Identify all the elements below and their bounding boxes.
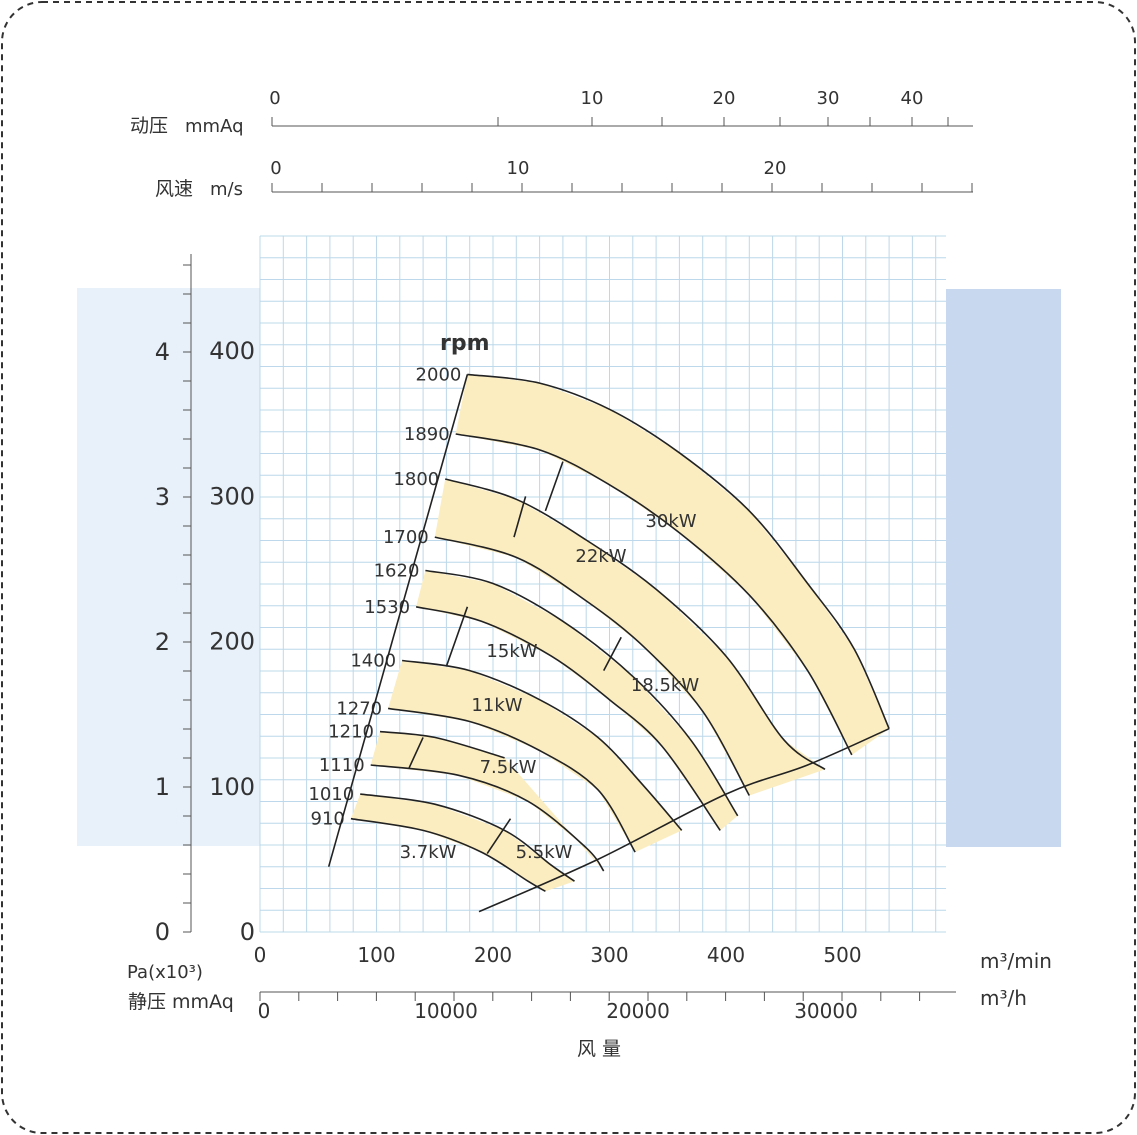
power-label: 7.5kW: [480, 757, 537, 778]
left-panel: [77, 288, 260, 846]
power-band: [455, 374, 890, 755]
dyn-pressure-unit: mmAq: [185, 116, 244, 137]
power-label: 11kW: [471, 695, 522, 716]
pa-tick-label: 1: [155, 773, 170, 801]
bottom-axes: 0 100 200 300 400 500 0 10000 20000 30000: [254, 943, 956, 1023]
power-divider: [602, 636, 622, 671]
power-band: [370, 731, 604, 871]
alt-tick-label: 0: [258, 999, 271, 1023]
rpm-label: 1700: [383, 527, 429, 548]
x-tick-label: 200: [474, 943, 512, 967]
mmaq-tick-label: 400: [209, 337, 255, 365]
rpm-curve: [387, 707, 636, 853]
x-tick-label: 100: [357, 943, 395, 967]
dyn-tick-label: 30: [817, 88, 840, 109]
x-tick-label: 500: [823, 943, 861, 967]
x-unit: m³/min: [980, 949, 1052, 973]
velocity-label: 风速: [155, 178, 193, 200]
rpm-label: 1010: [308, 784, 354, 805]
mmaq-tick-label: 100: [209, 773, 255, 801]
dyn-pressure-label: 动压: [130, 115, 168, 137]
pa-tick-label: 4: [155, 338, 170, 366]
rpm-curve: [434, 536, 750, 796]
dyn-tick-label: 10: [581, 88, 604, 109]
rpm-label: 1270: [336, 698, 382, 719]
alt-tick-label: 20000: [606, 999, 670, 1023]
x-label: 风 量: [577, 1038, 621, 1060]
power-label: 3.7kW: [400, 842, 457, 863]
rpm-curves: 2000189018001700162015301400127012101110…: [308, 364, 890, 913]
power-divider: [445, 606, 469, 667]
power-label: 15kW: [486, 641, 537, 662]
power-label: 18.5kW: [631, 675, 700, 696]
rpm-label: 1800: [393, 469, 439, 490]
dyn-tick-label: 0: [269, 88, 280, 109]
rpm-curve: [444, 478, 826, 771]
velocity-unit: m/s: [210, 179, 243, 200]
top-axes: 动压 mmAq 风速 m/s 0 10 20 30 40 0 10 20: [130, 88, 973, 200]
rpm-curve: [467, 373, 890, 730]
x-unit-alt: m³/h: [980, 986, 1027, 1010]
rpm-curve: [455, 433, 853, 756]
y-label-pa: Pa(x10³): [127, 962, 203, 983]
rpm-label: 1620: [374, 560, 420, 581]
pa-tick-label: 0: [155, 918, 170, 946]
rpm-curve: [350, 817, 546, 893]
power-divider: [544, 461, 564, 512]
rpm-curve: [425, 569, 739, 817]
vel-tick-label: 20: [764, 158, 787, 179]
mmaq-tick-label: 200: [209, 628, 255, 656]
vel-tick-label: 10: [507, 158, 530, 179]
power-label: 22kW: [575, 546, 626, 567]
rpm-label: 1890: [404, 424, 450, 445]
power-label: 30kW: [645, 511, 696, 532]
rpm-label: 2000: [416, 364, 462, 385]
rpm-title: rpm: [440, 331, 490, 356]
right-panel: [946, 289, 1061, 847]
mmaq-tick-label: 0: [240, 918, 255, 946]
left-boundary: [327, 374, 469, 867]
power-divider: [408, 737, 424, 769]
dyn-tick-label: 20: [713, 88, 736, 109]
rpm-label: 910: [311, 809, 345, 830]
rpm-label: 1530: [364, 597, 410, 618]
power-band: [434, 479, 825, 796]
vel-tick-label: 0: [270, 158, 281, 179]
rpm-curve: [379, 730, 505, 759]
alt-tick-label: 10000: [414, 999, 478, 1023]
power-label: 5.5kW: [516, 842, 573, 863]
left-axes: 0 1 2 3 4 0 100 200 300 400: [155, 254, 255, 946]
rpm-label: 1210: [328, 722, 374, 743]
dyn-tick-label: 40: [901, 88, 924, 109]
rpm-curve: [415, 606, 721, 831]
x-tick-label: 300: [590, 943, 628, 967]
rpm-curve: [360, 793, 575, 882]
pa-tick-label: 2: [155, 628, 170, 656]
mmaq-tick-label: 300: [209, 482, 255, 510]
power-divider: [513, 496, 527, 538]
pa-tick-label: 3: [155, 483, 170, 511]
y-label-mmaq: 静压 mmAq: [128, 991, 234, 1013]
x-tick-label: 400: [707, 943, 745, 967]
x-tick-label: 0: [254, 943, 267, 967]
right-boundary: [478, 727, 890, 913]
power-divider: [486, 818, 512, 855]
rpm-curve: [370, 764, 605, 872]
alt-tick-label: 30000: [794, 999, 858, 1023]
rpm-curve: [401, 659, 683, 831]
rpm-label: 1110: [319, 755, 365, 776]
power-band: [350, 794, 575, 892]
